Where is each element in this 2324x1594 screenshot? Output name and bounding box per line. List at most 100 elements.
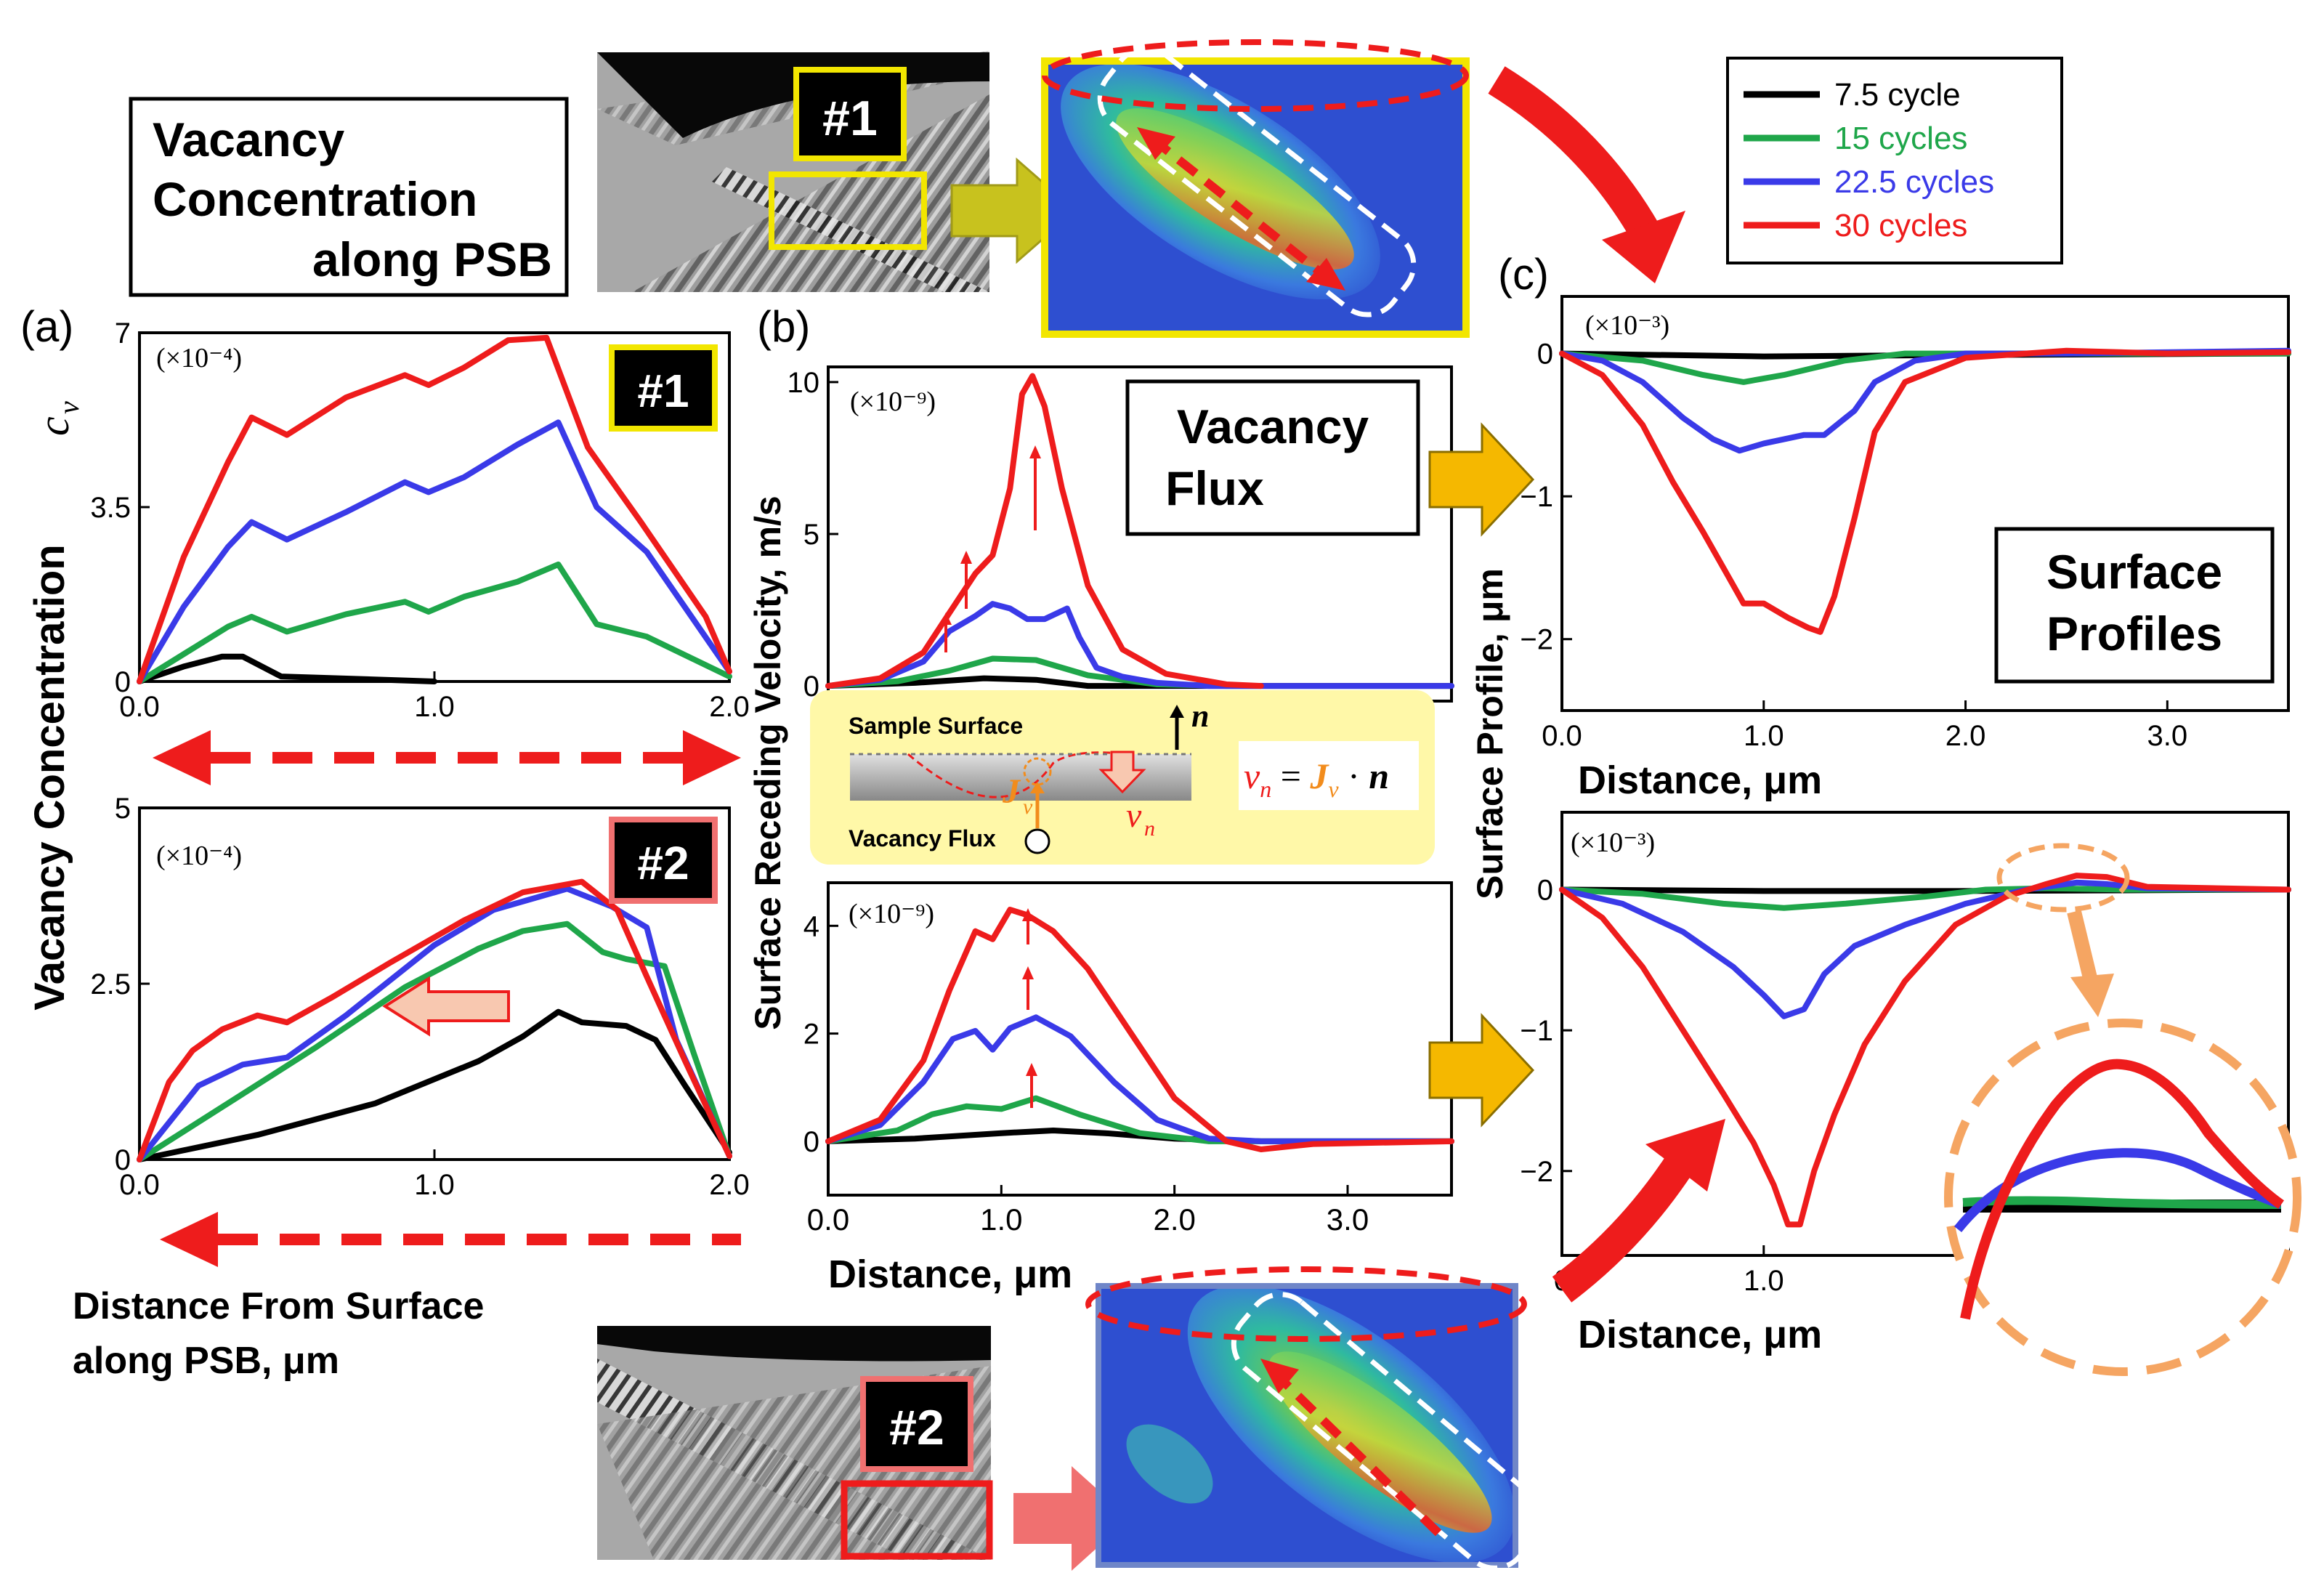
series-line-22-5-cycles	[825, 1014, 1454, 1144]
chart-c1: 0−1−20.0 1.0 2.0 3.0(×10⁻³)	[1520, 295, 2291, 752]
panel-c-letter: (c)	[1498, 250, 1549, 299]
panel-c1-xlabel: Distance, μm	[1578, 758, 1822, 802]
panel-b2-up-arrows	[1022, 908, 1037, 1108]
svg-text:n: n	[1144, 817, 1155, 841]
series-line-22-5-cycles	[1559, 347, 2291, 454]
panel-a-letter: (a)	[20, 302, 73, 351]
series-line-30-cycles	[1559, 873, 2291, 1228]
x-tick-label: 1.0	[980, 1202, 1022, 1237]
roi-box-2	[841, 1480, 993, 1560]
x-tick-label: 3.0	[2147, 720, 2188, 752]
vn-label: v	[1126, 796, 1142, 835]
panel-b1-up-arrows	[940, 445, 1041, 652]
x-tick-label: 2.0	[1153, 1202, 1195, 1237]
series-line-15-cycles	[1559, 885, 2291, 911]
title-box: Vacancy Concentration along PSB	[129, 97, 569, 297]
legend-label: 15 cycles	[1834, 121, 1967, 156]
normal-label: n	[1191, 698, 1209, 734]
micrograph-2: #2	[597, 1326, 993, 1560]
zoom-red-line	[1960, 1059, 2285, 1320]
psb-outline-1	[1097, 46, 1417, 317]
panel-a-left-arrow	[160, 1212, 741, 1267]
panel-b-letter: (b)	[757, 302, 810, 351]
y-tick-label: 10	[788, 367, 820, 399]
surface-ellipse-1	[1042, 39, 1469, 112]
panel-a-ylabel: Vacancy Concentration c v	[26, 401, 85, 1011]
svg-text:#2: #2	[637, 837, 689, 889]
title-line-3: along PSB	[312, 232, 552, 286]
micrograph-1: #1	[597, 51, 989, 292]
tag-1: #1	[822, 91, 878, 146]
y-tick-label: 5	[803, 519, 819, 551]
x-tick-label: 0.0	[807, 1202, 849, 1237]
y-tick-label: 3.5	[90, 492, 131, 524]
series-line-7-5-cycle	[137, 653, 437, 684]
heatmap-2	[1085, 1266, 1544, 1571]
arrow-b1-to-c1	[1428, 422, 1535, 537]
y-tick-label: 2.5	[90, 968, 131, 1000]
svg-text:Vacancy: Vacancy	[1177, 400, 1369, 453]
legend-label: 22.5 cycles	[1834, 164, 1994, 200]
x-tick-label: 1.0	[414, 691, 455, 723]
series-line-30-cycles	[825, 373, 1264, 689]
panel-b-xlabel: Distance, μm	[828, 1253, 1072, 1296]
zoom-green-line	[1962, 1196, 2282, 1209]
y-tick-label: 2	[803, 1019, 819, 1051]
curved-arrow-bottom	[1552, 1146, 1699, 1303]
svg-text:#1: #1	[637, 365, 689, 417]
roi-box-1	[769, 171, 927, 250]
chart-a2: 0 2.5 5 0.0 1.0 2.0 (×10⁻⁴)	[90, 793, 749, 1201]
chart-b2: 0 2 4 0.0 1.0 2.0 3.0 (×10⁻⁹)	[803, 881, 1454, 1237]
curved-arrow-top	[1488, 66, 1660, 240]
legend-label: 30 cycles	[1834, 208, 1967, 243]
series-line-30-cycles	[1559, 347, 2291, 635]
flux-schematic: Sample Surface Vacancy Flux n J v v n vn…	[810, 690, 1435, 865]
panel-a-double-arrow	[153, 730, 741, 785]
arrow-b2-to-c2	[1428, 1013, 1535, 1128]
scale-label: (×10⁻⁹)	[849, 899, 934, 929]
series-line-22-5-cycles	[1559, 879, 2291, 1019]
y-tick-label: 5	[115, 793, 131, 825]
scale-label: (×10⁻⁴)	[156, 841, 242, 871]
legend-label: 7.5 cycle	[1834, 77, 1961, 113]
tag-2: #2	[889, 1400, 944, 1455]
x-tick-label: 1.0	[1744, 720, 1784, 752]
x-tick-label: 3.0	[1327, 1202, 1369, 1237]
vacancy-flux-label: Vacancy Flux	[849, 825, 996, 851]
legend: 7.5 cycle 15 cycles 22.5 cycles 30 cycles	[1726, 57, 2063, 264]
svg-text:v: v	[1023, 795, 1033, 819]
y-tick-label: 0	[1537, 875, 1553, 907]
panel-a-tag-2: #2	[609, 817, 718, 904]
y-tick-label: −2	[1520, 1156, 1553, 1188]
y-tick-label: −2	[1520, 624, 1553, 656]
x-tick-label: 0.0	[119, 1169, 160, 1201]
x-tick-label: 0.0	[119, 691, 160, 723]
panel-c2-xlabel: Distance, μm	[1578, 1313, 1822, 1356]
x-tick-label: 2.0	[709, 691, 750, 723]
zoom-callout	[1944, 843, 2301, 1376]
x-tick-label: 1.0	[1744, 1265, 1784, 1297]
svg-text:Surface: Surface	[2046, 545, 2222, 599]
psb-outline-2	[1231, 1292, 1544, 1571]
panel-a-tag-1: #1	[609, 344, 718, 432]
series-line-15-cycles	[137, 561, 732, 684]
svg-text:Flux: Flux	[1165, 461, 1264, 515]
scale-label: (×10⁻³)	[1585, 310, 1669, 341]
title-line-2: Concentration	[153, 172, 477, 226]
y-tick-label: −1	[1520, 1015, 1553, 1047]
scale-label: (×10⁻³)	[1571, 828, 1655, 858]
panel-b-ylabel: Surface Receding Velocity, m/s	[748, 495, 788, 1029]
series-line-30-cycles	[137, 334, 732, 684]
y-tick-label: 0	[803, 671, 819, 703]
plot-frame	[827, 881, 1453, 1197]
tag-box-1	[793, 67, 907, 161]
equation: vn = Jv · n	[1244, 756, 1389, 802]
panel-a-ysymbol: c	[30, 416, 78, 436]
series-line-22-5-cycles	[137, 886, 732, 1162]
surface-profiles-box: Surface Profiles	[1994, 527, 2275, 684]
title-line-1: Vacancy	[153, 113, 345, 166]
x-tick-label: 0.0	[1542, 720, 1582, 752]
psb-arrow-1	[1149, 134, 1332, 283]
series-line-30-cycles	[137, 878, 732, 1162]
